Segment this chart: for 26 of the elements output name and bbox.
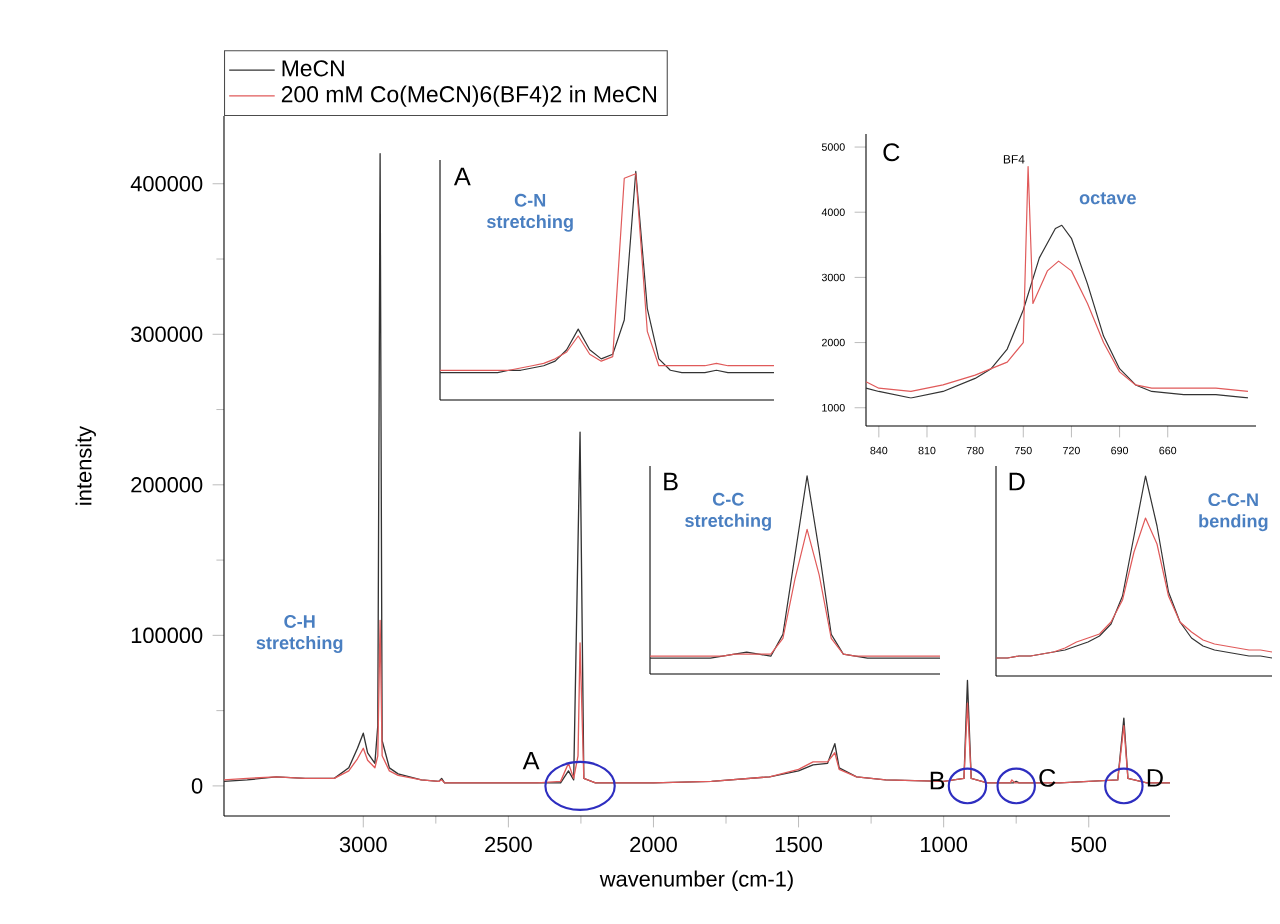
x-tick-label: 2000: [630, 836, 677, 853]
legend-label: MeCN: [282, 60, 344, 77]
annotation: C-N stretching: [486, 193, 573, 232]
annotation: C-C-N bending: [1199, 493, 1268, 532]
line-series: [866, 224, 1249, 399]
legend-label: 200 mM Co(MeCN)6(BF4)2 in MeCN: [281, 85, 656, 107]
annotation: B: [664, 472, 678, 491]
annotation: A: [453, 167, 471, 186]
y-tick-label: 0: [191, 778, 203, 794]
x-tick-label: 500: [1071, 836, 1107, 853]
x-axis-title: wavenumber (cm-1): [599, 870, 793, 891]
annotation: C-H stretching: [256, 615, 343, 653]
annotation: octave: [1079, 192, 1136, 205]
y-tick-label: 100000: [131, 627, 203, 644]
annotation: A: [522, 751, 540, 770]
annotation: D: [1009, 472, 1025, 491]
y-tick-label: 400000: [130, 176, 203, 192]
y-axis-title: intensity: [75, 425, 96, 505]
x-tick-label: 1000: [921, 836, 968, 853]
y-tick-label: 300000: [131, 326, 203, 343]
x-tick-label: 2500: [485, 836, 532, 853]
annotation: C-C stretching: [685, 492, 771, 531]
annotation: C: [883, 143, 900, 162]
x-tick-label: 1500: [775, 836, 822, 853]
y-tick-label: 200000: [131, 477, 203, 493]
x-tick-label: 3000: [339, 836, 387, 853]
